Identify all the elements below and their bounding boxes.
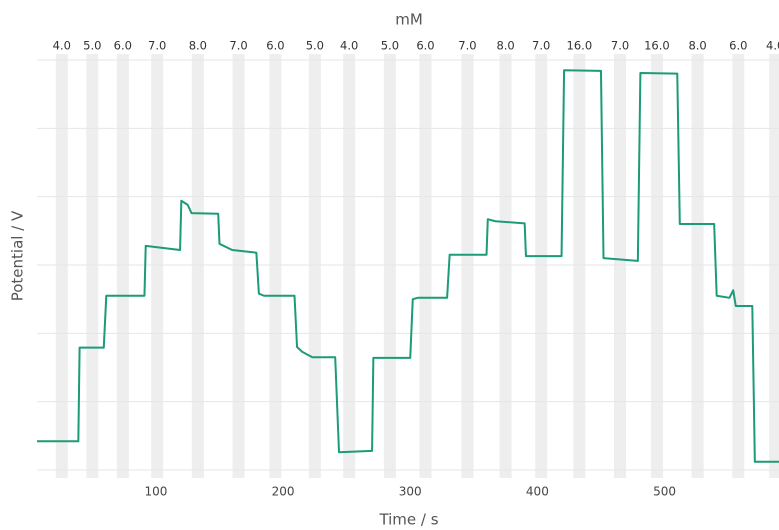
concentration-band xyxy=(769,54,779,478)
concentration-band xyxy=(308,54,321,478)
concentration-band xyxy=(343,54,356,478)
data-line xyxy=(37,69,779,463)
concentration-band xyxy=(614,54,627,478)
concentration-band xyxy=(151,54,164,478)
x-tick-label: 300 xyxy=(399,485,422,499)
top-tick-label: 6.0 xyxy=(416,39,434,53)
top-tick-label: 7.0 xyxy=(532,39,550,53)
x-tick-label: 200 xyxy=(272,485,295,499)
concentration-band xyxy=(650,54,663,478)
top-tick-label: 4.0 xyxy=(53,39,71,53)
concentration-band xyxy=(116,54,129,478)
concentration-band xyxy=(55,54,68,478)
top-tick-label: 16.0 xyxy=(644,39,670,53)
top-tick-label: 7.0 xyxy=(229,39,247,53)
concentration-band xyxy=(191,54,204,478)
top-tick-label: 5.0 xyxy=(306,39,324,53)
concentration-band xyxy=(691,54,704,478)
concentration-band xyxy=(269,54,282,478)
x-axis-title: Time / s xyxy=(378,511,438,529)
concentration-band xyxy=(232,54,245,478)
top-tick-label: 5.0 xyxy=(381,39,399,53)
top-tick-label: 4.0 xyxy=(766,39,779,53)
concentration-band xyxy=(86,54,99,478)
concentration-band xyxy=(461,54,474,478)
top-tick-label: 6.0 xyxy=(266,39,284,53)
concentration-band xyxy=(573,54,586,478)
top-tick-label: 7.0 xyxy=(458,39,476,53)
top-tick-label: 6.0 xyxy=(729,39,747,53)
top-axis-title: mM xyxy=(395,11,423,29)
top-tick-label: 8.0 xyxy=(189,39,207,53)
y-axis-title: Potential / V xyxy=(9,210,27,301)
x-tick-label: 100 xyxy=(144,485,167,499)
top-tick-label: 8.0 xyxy=(688,39,706,53)
concentration-band xyxy=(499,54,512,478)
x-tick-label: 400 xyxy=(526,485,549,499)
top-tick-label: 5.0 xyxy=(83,39,101,53)
concentration-band xyxy=(535,54,548,478)
concentration-band xyxy=(419,54,432,478)
top-tick-label: 6.0 xyxy=(114,39,132,53)
x-tick-label: 500 xyxy=(653,485,676,499)
concentration-band xyxy=(732,54,745,478)
top-tick-label: 8.0 xyxy=(496,39,514,53)
concentration-band xyxy=(383,54,396,478)
top-tick-label: 7.0 xyxy=(148,39,166,53)
top-tick-label: 7.0 xyxy=(611,39,629,53)
top-tick-label: 16.0 xyxy=(567,39,593,53)
top-tick-label: 4.0 xyxy=(340,39,358,53)
